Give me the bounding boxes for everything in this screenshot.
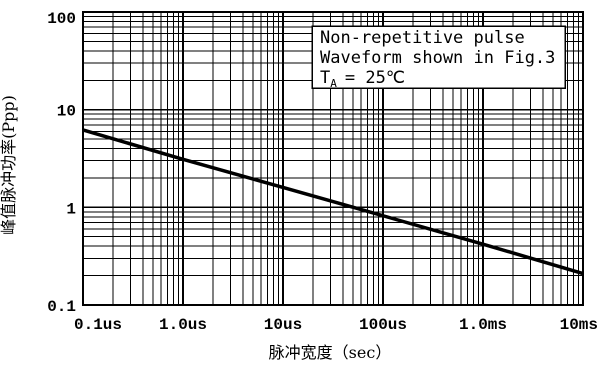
x-tick-label: 1.0ms: [459, 316, 507, 334]
condition-symbol: T: [320, 68, 330, 88]
x-tick-label: 0.1us: [74, 316, 122, 334]
annotation-line-2: Waveform shown in Fig.3: [320, 48, 555, 68]
series-line: [82, 128, 584, 276]
x-axis-title: 脉冲宽度（sec）: [269, 343, 392, 362]
y-tick-label: 1: [66, 200, 76, 218]
condition-value: = 25℃: [345, 68, 405, 88]
annotation-condition: TA = 25℃: [320, 68, 405, 90]
x-tick-label: 10us: [264, 316, 302, 334]
series-group: [82, 128, 584, 276]
y-tick-label: 100: [47, 10, 76, 28]
y-tick-label: 0.1: [47, 298, 76, 316]
annotation-frame: [311, 25, 566, 89]
y-tick-labels: 0.1 1 10 100: [47, 10, 76, 316]
grid: [82, 12, 583, 306]
x-tick-labels: 0.1us 1.0us 10us 100us 1.0ms 10ms: [74, 316, 598, 334]
y-axis-title: 峰值脉冲功率(Ppp): [0, 95, 18, 235]
x-tick-label: 100us: [359, 316, 407, 334]
condition-subscript: A: [330, 77, 337, 90]
x-tick-label: 1.0us: [159, 316, 207, 334]
x-tick-label: 10ms: [560, 316, 598, 334]
annotation-line-1: Non-repetitive pulse: [320, 28, 525, 48]
plot-frame: [82, 11, 584, 306]
y-tick-label: 10: [57, 103, 76, 121]
annotation-box: Non-repetitive pulse Waveform shown in F…: [311, 25, 566, 90]
